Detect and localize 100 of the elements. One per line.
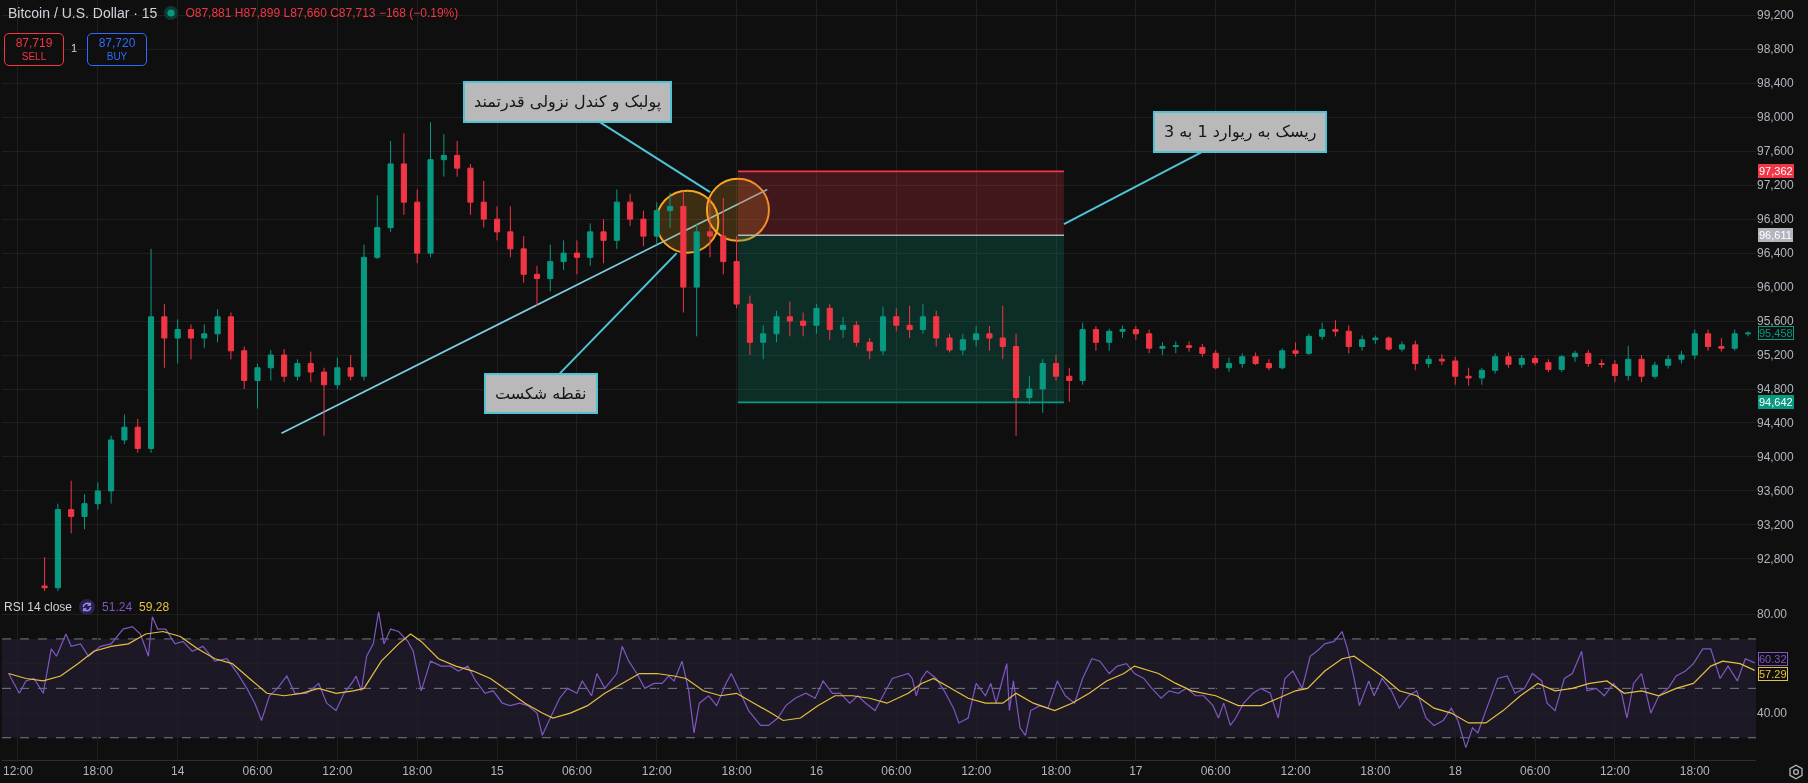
- candlestick: [214, 308, 221, 343]
- candlestick: [893, 307, 900, 332]
- candlestick: [1651, 361, 1658, 380]
- candlestick: [1239, 352, 1246, 369]
- candlestick: [187, 323, 195, 360]
- sell-button: 87,719 SELL: [4, 33, 64, 66]
- candlestick: [1505, 351, 1512, 369]
- annotation: 87,719: [15, 35, 53, 50]
- candlestick: [387, 140, 394, 233]
- y-tick-label: 98,000: [1757, 110, 1795, 125]
- candlestick: [1079, 322, 1086, 386]
- annotation: 95,458: [1759, 327, 1793, 339]
- candlestick: [1092, 325, 1099, 352]
- candlestick: [307, 351, 314, 383]
- candlestick: [334, 357, 341, 390]
- candlestick: [161, 303, 168, 369]
- candlestick: [1265, 358, 1272, 371]
- candlestick: [347, 354, 354, 382]
- annotation: 51.24: [102, 600, 133, 614]
- text: RSI 14 close: [4, 600, 73, 614]
- y-tick-label: 95,200: [1757, 348, 1795, 363]
- candlestick: [494, 205, 501, 241]
- y-tick-label: 95,600: [1757, 314, 1795, 329]
- candlestick: [720, 197, 727, 275]
- x-tick-label: 18: [1448, 764, 1463, 779]
- candlestick: [680, 190, 687, 314]
- candlestick: [560, 239, 567, 271]
- candlestick: [294, 358, 301, 382]
- candlestick: [414, 188, 421, 264]
- candlestick: [1332, 319, 1339, 337]
- candlestick: [1212, 349, 1219, 370]
- candlestick: [1718, 337, 1725, 353]
- candlestick: [1013, 333, 1020, 437]
- text: 57.29: [1759, 668, 1787, 680]
- candlestick: [1292, 341, 1299, 358]
- candlestick: [1372, 334, 1379, 345]
- candlestick: [1452, 356, 1459, 386]
- candlestick: [267, 349, 274, 382]
- x-tick-label: 15: [490, 764, 505, 779]
- candlestick: [587, 222, 594, 267]
- annotation: SELL: [21, 49, 47, 63]
- candlestick: [653, 201, 660, 246]
- annotation: 59.28: [139, 600, 170, 614]
- candlestick: [573, 239, 580, 275]
- x-tick-label: 12:00: [1280, 764, 1311, 779]
- candlestick: [1412, 340, 1419, 371]
- candlestick: [813, 303, 820, 335]
- x-tick-label: 12:00: [322, 764, 353, 779]
- candlestick: [108, 435, 115, 505]
- candlestick: [973, 325, 980, 348]
- candlestick: [1478, 367, 1485, 386]
- candlestick: [1066, 367, 1073, 403]
- x-tick-label: 12:00: [1599, 764, 1631, 779]
- candlestick: [1518, 354, 1525, 369]
- candlestick: [454, 140, 461, 178]
- candlestick: [1359, 334, 1366, 352]
- x-tick-label: 17: [1129, 764, 1143, 779]
- candlestick: [986, 325, 993, 352]
- candlestick: [1492, 352, 1499, 375]
- candlestick: [68, 480, 75, 534]
- y-tick-label: 94,400: [1757, 416, 1795, 431]
- candlestick: [1132, 325, 1139, 341]
- candlestick: [1106, 328, 1113, 352]
- annotation: BUY: [106, 49, 128, 63]
- candlestick: [507, 205, 514, 258]
- candlestick: [1252, 351, 1259, 366]
- candlestick: [879, 306, 887, 356]
- buy-button: 87,720 BUY: [87, 33, 147, 66]
- candlestick: [946, 333, 953, 353]
- candlestick: [1052, 354, 1060, 382]
- candlestick: [533, 265, 541, 307]
- candlestick: [400, 132, 407, 216]
- candlestick: [1305, 333, 1312, 356]
- candlestick: [933, 310, 940, 348]
- candlestick: [1146, 329, 1153, 354]
- y-tick-label: 80.00: [1757, 607, 1788, 622]
- candlestick: [467, 163, 474, 216]
- annotation: 87,720: [98, 35, 136, 50]
- candlestick: [1119, 324, 1126, 339]
- candlestick: [1279, 347, 1286, 370]
- x-tick-label: 18:00: [1040, 764, 1072, 779]
- candlestick: [320, 367, 328, 437]
- candlestick: [81, 493, 88, 530]
- candlestick: [1571, 350, 1579, 363]
- candlestick: [1545, 358, 1552, 373]
- candlestick: [440, 133, 447, 178]
- candlestick: [1159, 341, 1166, 356]
- x-tick-label: 06:00: [561, 764, 593, 779]
- y-tick-label: 97,600: [1757, 144, 1795, 159]
- candlestick: [374, 194, 381, 260]
- y-tick-label: 98,800: [1757, 42, 1795, 57]
- candlestick: [547, 244, 554, 292]
- candlestick: [41, 556, 48, 592]
- candlestick: [201, 323, 208, 349]
- candlestick: [760, 324, 767, 360]
- x-tick-label: 18:00: [82, 764, 114, 779]
- candlestick: [906, 305, 913, 339]
- candlestick: [840, 316, 847, 339]
- x-tick-label: 12:00: [641, 764, 673, 779]
- y-tick-label: 93,600: [1757, 484, 1795, 499]
